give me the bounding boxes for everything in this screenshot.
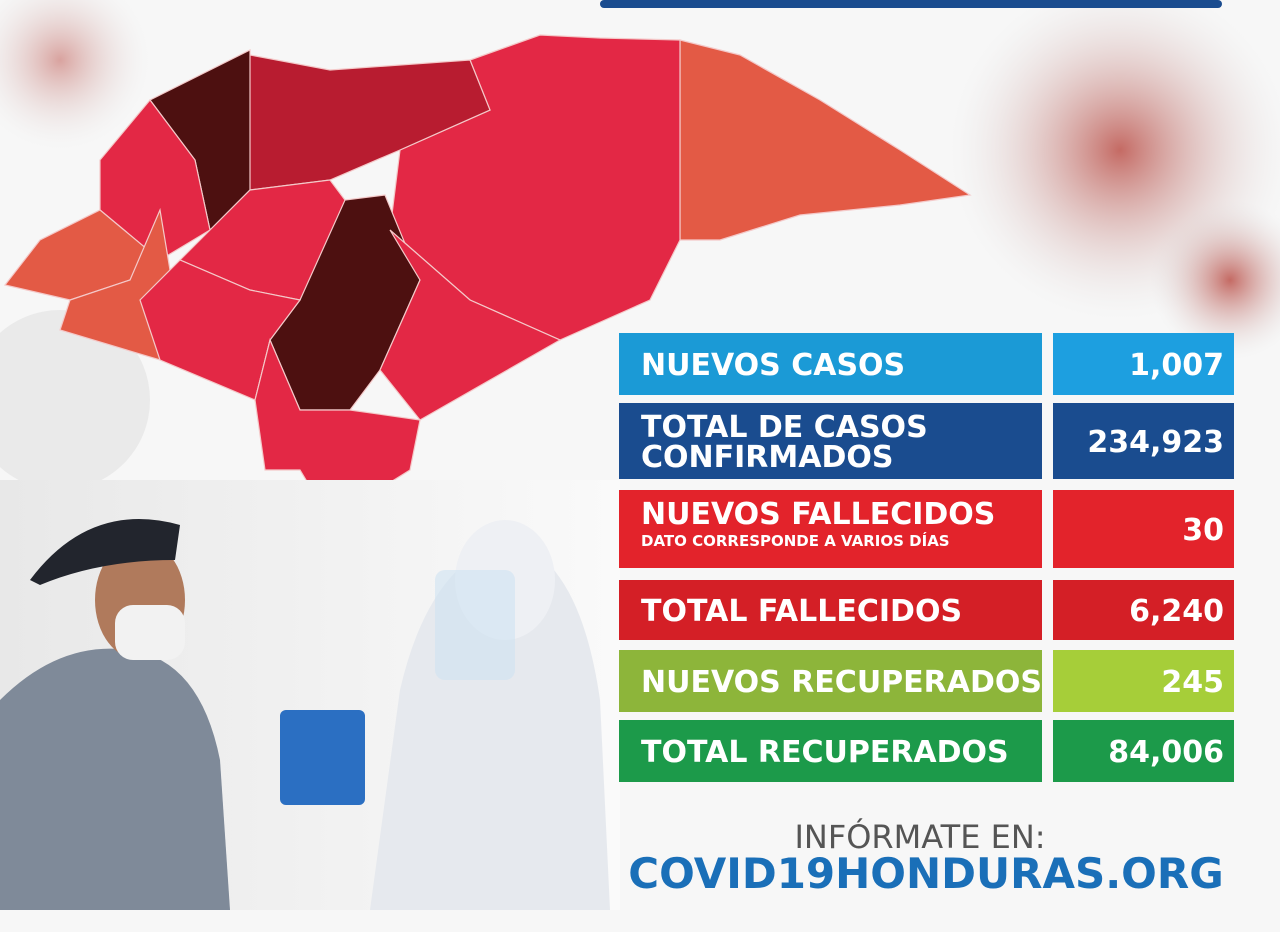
stat-label: CONFIRMADOS <box>641 440 893 475</box>
value-box <box>1053 580 1234 640</box>
stat-value: 6,240 <box>1129 594 1224 629</box>
stat-note: DATO CORRESPONDE A VARIOS DÍAS <box>641 531 950 550</box>
stat-label: NUEVOS RECUPERADOS <box>641 665 1042 700</box>
stat-label: TOTAL FALLECIDOS <box>641 594 962 629</box>
stat-value: 1,007 <box>1129 348 1224 383</box>
stat-value: 234,923 <box>1087 425 1224 460</box>
stat-label: NUEVOS FALLECIDOS <box>641 497 995 532</box>
stat-value: 30 <box>1182 513 1224 548</box>
stat-label: NUEVOS CASOS <box>641 348 905 383</box>
value-box <box>1053 650 1234 712</box>
label-box <box>619 490 1042 568</box>
label-box <box>619 650 1042 712</box>
footer-url: COVID19HONDURAS.ORG <box>628 849 1223 898</box>
map <box>3 34 972 521</box>
value-box <box>1053 403 1234 479</box>
stat-row: TOTAL FALLECIDOS 6,240 <box>619 580 1234 640</box>
label-box <box>619 333 1042 395</box>
footer-prompt: INFÓRMATE EN: <box>794 817 1045 856</box>
stat-row: NUEVOS CASOS 1,007 <box>619 333 1234 395</box>
stat-label: TOTAL RECUPERADOS <box>641 735 1009 770</box>
stat-row: TOTAL RECUPERADOS 84,006 <box>619 720 1234 782</box>
stat-label: TOTAL DE CASOS <box>641 410 928 445</box>
value-box <box>1053 333 1234 395</box>
value-box <box>1053 490 1234 568</box>
photo <box>0 480 620 910</box>
label-box <box>619 580 1042 640</box>
label-box <box>619 720 1042 782</box>
stat-row: NUEVOS RECUPERADOS 245 <box>619 650 1234 712</box>
label-box <box>619 403 1042 479</box>
stat-value: 84,006 <box>1108 735 1224 770</box>
stat-value: 245 <box>1161 665 1224 700</box>
value-box <box>1053 720 1234 782</box>
